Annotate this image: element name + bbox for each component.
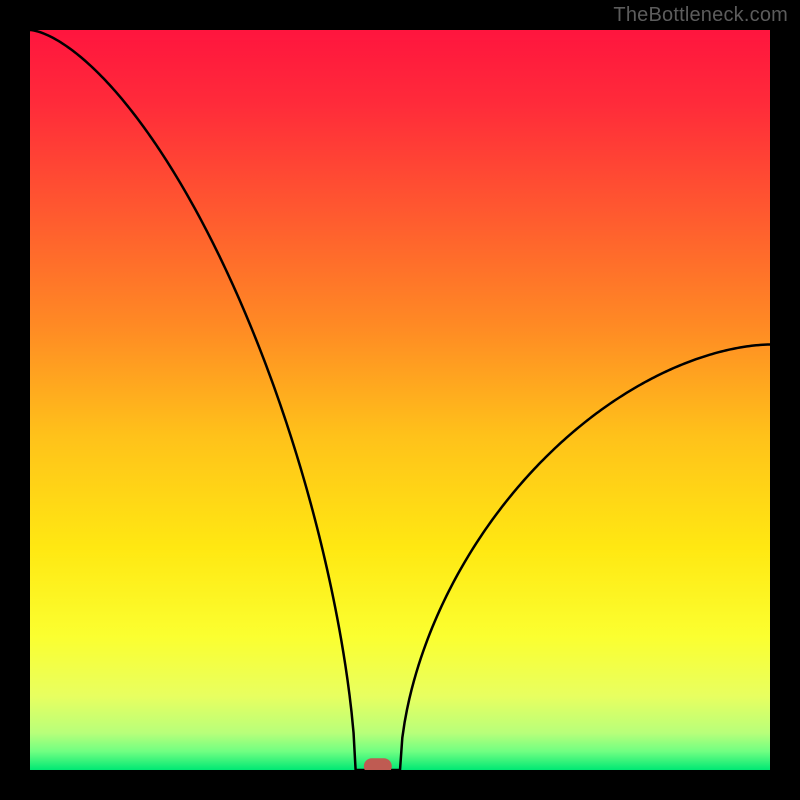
gradient-background bbox=[30, 30, 770, 770]
watermark-text: TheBottleneck.com bbox=[613, 4, 788, 27]
optimum-marker bbox=[364, 758, 392, 770]
bottleneck-chart bbox=[30, 30, 770, 770]
plot-frame bbox=[30, 30, 770, 770]
